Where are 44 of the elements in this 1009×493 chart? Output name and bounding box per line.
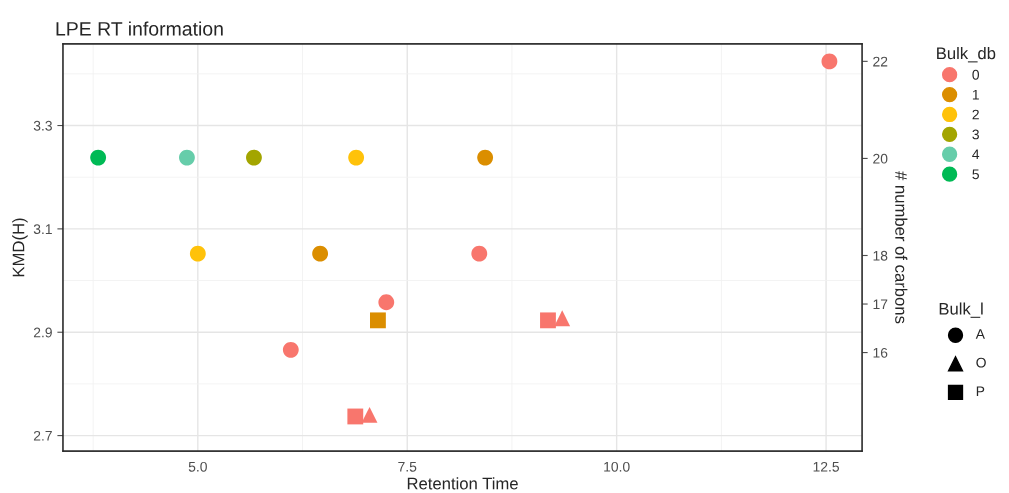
point bbox=[471, 245, 488, 262]
point bbox=[312, 245, 329, 262]
point bbox=[282, 341, 299, 358]
x-tick-label: 10.0 bbox=[604, 461, 630, 472]
legend-label: 4 bbox=[972, 149, 980, 160]
legend-label: 0 bbox=[972, 69, 980, 80]
text: A bbox=[975, 329, 985, 339]
point bbox=[347, 408, 364, 425]
y-tick-label: 3.1 bbox=[33, 224, 52, 235]
x-tick-label: 7.5 bbox=[398, 462, 417, 472]
point bbox=[821, 53, 838, 70]
legend-label: 2 bbox=[972, 109, 979, 120]
point bbox=[179, 149, 195, 166]
y2-tick-label: 17 bbox=[873, 299, 888, 310]
x-tick-label: 5.0 bbox=[188, 461, 207, 472]
text: O bbox=[976, 357, 986, 368]
x-axis-title: Retention Time bbox=[407, 477, 518, 490]
y2-tick-label: 16 bbox=[873, 347, 888, 358]
point bbox=[378, 294, 395, 311]
text: Bulk_l bbox=[939, 302, 983, 318]
chart-title: LPE RT information bbox=[56, 21, 223, 36]
y-tick-label: 3.3 bbox=[33, 120, 52, 131]
y2-tick-label: 18 bbox=[873, 250, 888, 261]
legend-label: 3 bbox=[972, 129, 979, 140]
y-tick-label: 2.7 bbox=[33, 430, 52, 441]
point bbox=[477, 149, 494, 166]
point bbox=[361, 407, 378, 423]
legend-title: Bulk_db bbox=[937, 47, 996, 63]
y2-tick-label: 22 bbox=[873, 56, 888, 67]
y-axis-title: KMD(H) bbox=[12, 218, 28, 277]
point bbox=[348, 149, 365, 166]
y2-axis-title: # number of carbons bbox=[895, 171, 908, 324]
y2-tick-label: 20 bbox=[873, 153, 888, 164]
point bbox=[90, 149, 107, 166]
point bbox=[189, 245, 206, 262]
x-tick-label: 12.5 bbox=[813, 461, 840, 472]
text: P bbox=[976, 386, 985, 397]
point bbox=[540, 312, 556, 329]
point bbox=[554, 310, 571, 327]
legend-label: 1 bbox=[972, 89, 979, 100]
legend-label: 5 bbox=[972, 169, 979, 180]
point bbox=[370, 312, 386, 329]
point bbox=[246, 149, 262, 166]
y-tick-label: 2.9 bbox=[33, 327, 52, 338]
